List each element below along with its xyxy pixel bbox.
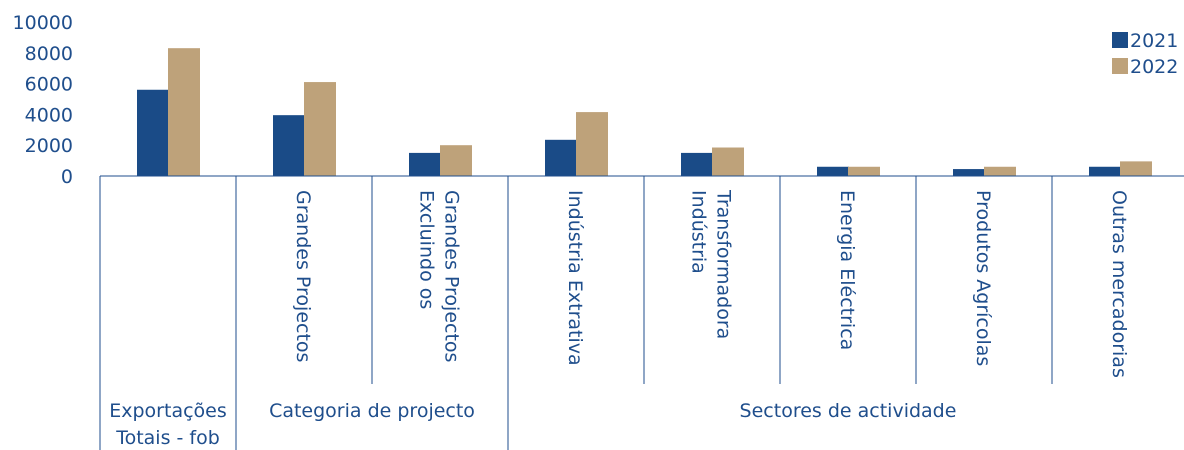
- category-label-line: Grandes Projectos: [441, 190, 463, 362]
- category-label-line: Indústria: [688, 190, 710, 274]
- category-label: Energia Eléctrica: [836, 190, 858, 350]
- bar-2021-4: [681, 152, 713, 176]
- group-label: Categoria de projecto: [269, 400, 475, 422]
- group-label: Exportações: [109, 400, 227, 422]
- category-label: Grandes Projectos: [292, 190, 314, 362]
- category-label: Outras mercadorias: [1108, 190, 1130, 378]
- group-label: Sectores de actividade: [740, 400, 957, 422]
- category-label-line: Excluindo os: [416, 190, 438, 309]
- legend: 2021 2022: [1112, 30, 1178, 78]
- bar-2022-1: [304, 82, 336, 176]
- y-tick-label: 4000: [25, 104, 73, 126]
- category-label-line: Outras mercadorias: [1108, 190, 1130, 378]
- bar-2022-3: [576, 112, 608, 176]
- bar-2022-6: [984, 166, 1016, 176]
- legend-label-2021: 2021: [1130, 30, 1178, 52]
- x-axis: Grandes Projectos Excluindo os Grandes Pro…: [99, 175, 1184, 450]
- legend-swatch-2022: [1112, 58, 1128, 74]
- bar-2022-7: [1120, 161, 1152, 176]
- y-tick-label: 0: [61, 166, 73, 188]
- y-tick-label: 2000: [25, 135, 73, 157]
- bar-2022-4: [712, 147, 744, 176]
- legend-swatch-2021: [1112, 32, 1128, 48]
- bar-2022-2: [440, 145, 472, 176]
- bar-2021-5: [817, 166, 849, 176]
- bar-2021-0: [137, 89, 169, 176]
- category-label-line: Produtos Agrícolas: [972, 190, 994, 366]
- y-tick-label: 6000: [25, 74, 73, 96]
- y-tick-label: 10000: [13, 12, 73, 34]
- category-label: Excluindo os Grandes Projectos: [416, 190, 463, 362]
- bar-2021-3: [545, 139, 577, 176]
- category-label-line: Energia Eléctrica: [836, 190, 858, 350]
- bars: [137, 48, 1152, 176]
- category-label: Indústria Extrativa: [564, 190, 586, 366]
- bar-2021-6: [953, 169, 985, 176]
- category-label-line: Transformadora: [713, 189, 735, 339]
- bar-2022-5: [848, 166, 880, 176]
- y-tick-label: 8000: [25, 43, 73, 65]
- category-label-line: Indústria Extrativa: [564, 190, 586, 366]
- bar-2021-2: [409, 152, 441, 176]
- legend-label-2022: 2022: [1130, 56, 1178, 78]
- bar-2022-0: [168, 48, 200, 176]
- group-label: Totais - fob: [115, 427, 220, 449]
- category-label-line: Grandes Projectos: [292, 190, 314, 362]
- category-label: Indústria Transformadora: [688, 189, 735, 339]
- category-label: Produtos Agrícolas: [972, 190, 994, 366]
- y-axis: 0 2000 4000 6000 8000 10000: [13, 12, 73, 188]
- bar-2021-1: [273, 115, 305, 176]
- bar-2021-7: [1089, 166, 1121, 176]
